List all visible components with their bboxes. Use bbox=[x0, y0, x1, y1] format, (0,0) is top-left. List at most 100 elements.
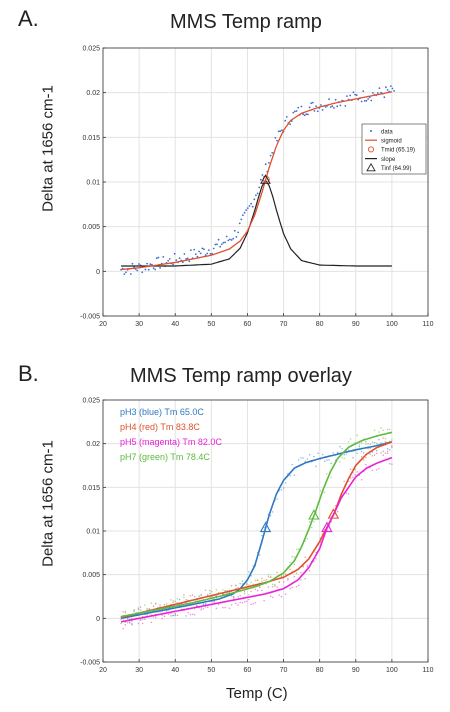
chart-b-data-point bbox=[384, 452, 387, 455]
chart-a-data-point bbox=[178, 257, 181, 259]
chart-b-data-point bbox=[345, 453, 348, 455]
chart-b-data-point bbox=[280, 575, 283, 578]
chart-b-series-line bbox=[120, 441, 393, 619]
chart-b-data-point bbox=[256, 589, 259, 592]
chart-b-data-point bbox=[267, 576, 270, 578]
chart-b-data-point bbox=[154, 616, 157, 618]
chart-b-data-point bbox=[200, 609, 202, 611]
chart-a-data-point bbox=[155, 257, 158, 260]
chart-b-svg: 20 30 40 50 60 70 80 90 100 110 -0.005 0 0.005 0.01 0.… bbox=[80, 398, 434, 675]
chart-a-data-point bbox=[167, 259, 170, 262]
chart-b-data-point bbox=[386, 448, 389, 450]
chart-b-xtick-label: 40 bbox=[171, 667, 179, 674]
chart-b-data-point bbox=[282, 581, 285, 583]
chart-b-data-point bbox=[371, 441, 374, 443]
chart-b-data-point bbox=[378, 438, 380, 441]
chart-b-data-point bbox=[315, 557, 317, 560]
chart-b-data-point bbox=[252, 583, 254, 585]
chart-a-legend-swatch bbox=[370, 130, 372, 132]
chart-b-data-point bbox=[293, 474, 296, 476]
chart-b-data-point bbox=[276, 586, 278, 588]
chart-b-data-point bbox=[388, 449, 391, 451]
chart-a-data-point bbox=[376, 92, 379, 94]
chart-b-data-point bbox=[306, 458, 309, 460]
chart-b-data-point bbox=[243, 592, 246, 595]
chart-b-data-point bbox=[371, 454, 374, 457]
chart-b-data-point bbox=[330, 476, 332, 479]
chart-b-data-point bbox=[343, 453, 345, 456]
chart-a-slope-line bbox=[121, 179, 392, 267]
chart-a-data-point bbox=[310, 102, 313, 105]
chart-b-data-point bbox=[150, 602, 153, 604]
panel-a: A. MMS Temp ramp Delta at 1656 cm-1 20 30… bbox=[0, 0, 450, 340]
chart-b-data-point bbox=[284, 593, 287, 595]
chart-b-data-point bbox=[198, 595, 200, 597]
chart-b-data-point bbox=[124, 624, 127, 626]
chart-a-data-point bbox=[147, 268, 150, 271]
chart-a-data-point bbox=[320, 104, 322, 106]
chart-b-data-point bbox=[228, 607, 231, 609]
chart-b-data-point bbox=[341, 456, 343, 459]
chart-b-data-point bbox=[261, 534, 263, 537]
chart-b-ytick-label: 0.015 bbox=[82, 485, 100, 492]
chart-b-data-point bbox=[280, 488, 283, 491]
chart-b-data-point bbox=[174, 613, 176, 615]
chart-a-legend-label: Tmid (65.19) bbox=[381, 148, 415, 154]
chart-b-data-point bbox=[297, 459, 300, 461]
chart-a-data-point bbox=[188, 260, 191, 263]
chart-a-data-point bbox=[259, 178, 262, 181]
chart-a-legend-label: Tinf (64.99) bbox=[381, 166, 411, 172]
chart-a-data-point bbox=[268, 161, 270, 164]
chart-a-data-point bbox=[363, 100, 366, 102]
chart-a-data-point bbox=[181, 261, 184, 264]
chart-b-data-point bbox=[284, 573, 287, 575]
chart-a-data-point bbox=[365, 99, 368, 102]
chart-a-data-point bbox=[194, 253, 197, 256]
chart-b-data-point bbox=[163, 604, 166, 606]
chart-a-sigmoid-line bbox=[121, 91, 393, 271]
chart-b-ytick-label: -0.005 bbox=[80, 660, 100, 667]
chart-b-data-point bbox=[206, 606, 209, 608]
chart-a-data-point bbox=[383, 96, 386, 99]
chart-b-data-point bbox=[380, 442, 382, 444]
chart-b-data-point bbox=[386, 452, 389, 455]
chart-a-data-point bbox=[324, 106, 327, 108]
chart-b-data-point bbox=[352, 457, 354, 459]
chart-b-data-point bbox=[161, 617, 163, 620]
chart-b-data-point bbox=[269, 595, 272, 597]
chart-b-xtick-label: 70 bbox=[280, 667, 288, 674]
chart-b-data-point bbox=[293, 563, 296, 566]
chart-b-data-point bbox=[265, 579, 267, 581]
chart-b-data-point bbox=[291, 586, 293, 589]
chart-a-ytick-label: 0.01 bbox=[86, 180, 100, 187]
chart-b-data-point bbox=[152, 605, 155, 607]
chart-b-data-point bbox=[315, 465, 317, 468]
chart-b-data-point bbox=[373, 454, 376, 456]
chart-a-data-point bbox=[255, 194, 257, 197]
chart-b-data-point bbox=[172, 601, 174, 604]
chart-b-tm-marker bbox=[259, 521, 272, 533]
chart-b-data-point bbox=[248, 594, 250, 596]
chart-b-data-point bbox=[133, 609, 135, 611]
chart-b-data-point bbox=[388, 440, 391, 442]
chart-a-data-point bbox=[250, 202, 253, 205]
chart-b-data-point bbox=[172, 599, 174, 602]
chart-b-data-point bbox=[339, 445, 341, 448]
chart-a-data-point bbox=[344, 105, 347, 107]
chart-b-ytick-label: 0.025 bbox=[82, 398, 100, 405]
chart-b-xtick-label: 110 bbox=[422, 667, 433, 674]
chart-b-data-point bbox=[131, 620, 133, 622]
chart-a-data-point bbox=[190, 249, 192, 252]
chart-a-legend-label: data bbox=[381, 129, 393, 135]
chart-b-data-point bbox=[300, 579, 302, 581]
chart-b-title: MMS Temp ramp overlay bbox=[130, 365, 352, 387]
chart-b-data-point bbox=[170, 615, 172, 617]
chart-b-data-point bbox=[289, 568, 291, 570]
chart-b-data-point bbox=[193, 613, 196, 616]
chart-a-data-point bbox=[295, 110, 298, 112]
chart-a-ytick-label: 0 bbox=[96, 269, 100, 276]
chart-a-data-point bbox=[212, 247, 215, 250]
chart-b-data-point bbox=[289, 561, 291, 564]
chart-a-data-point bbox=[355, 94, 358, 97]
chart-a-data-point bbox=[336, 105, 339, 108]
